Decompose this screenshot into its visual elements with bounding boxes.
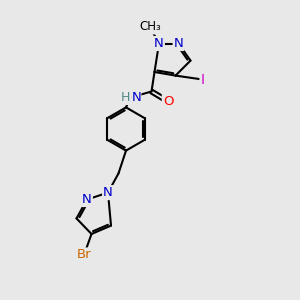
Text: N: N bbox=[154, 37, 164, 50]
Text: H: H bbox=[121, 91, 130, 104]
Text: N: N bbox=[131, 91, 141, 104]
Text: Br: Br bbox=[77, 248, 91, 262]
Text: I: I bbox=[200, 73, 205, 86]
Text: N: N bbox=[82, 193, 92, 206]
Text: N: N bbox=[174, 37, 183, 50]
Text: N: N bbox=[103, 186, 113, 199]
Text: CH₃: CH₃ bbox=[139, 20, 161, 34]
Text: O: O bbox=[163, 95, 173, 108]
